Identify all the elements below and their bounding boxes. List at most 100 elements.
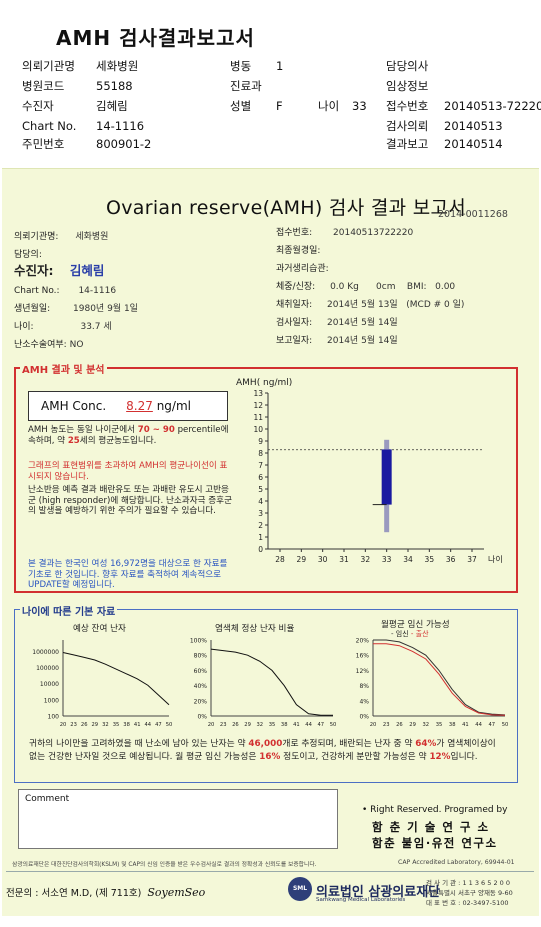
x-tick-label: 35 <box>425 555 435 564</box>
lab-name-english: Samkwang Medical Laboratories <box>316 897 406 903</box>
y-tick-label: 3 <box>258 509 263 518</box>
mini-y-tick-label: 0% <box>197 714 207 721</box>
header-label-1-6: 임상정보 <box>386 79 429 93</box>
amh-data-note: 본 결과는 한국인 여성 16,972명을 대상으로 한 자료를 기초로 한 것… <box>28 559 228 591</box>
normal-egg-ratio-chart: 0% 20% 40% 60% 80% 100% 20 23 26 29 32 35 38 41 44 47 50 <box>190 638 337 729</box>
info-lmp: 최종월경일: <box>276 246 321 256</box>
y-tick-label: 8 <box>258 449 263 458</box>
header-value-2-7: 20140513-72220 <box>444 99 541 113</box>
x-tick-label: 33 <box>382 555 392 564</box>
header-label-2-2: 성별 <box>230 99 252 113</box>
mini-y-tick-label: 10000 <box>40 681 59 688</box>
mini-x-tick-label: 29 <box>244 722 251 728</box>
mini-x-tick-label: 20 <box>208 722 215 728</box>
x-tick-label: 28 <box>275 555 285 564</box>
amh-percentile-text: AMH 농도는 동일 나이군에서 70 ~ 90 percentile에 속하며… <box>28 425 229 446</box>
mini-x-tick-label: 44 <box>475 722 482 728</box>
info-weight-height: 체중/신장: 0.0 Kg 0cm BMI: 0.00 <box>276 282 456 292</box>
lab-address: 서울특별시 서초구 양재동 9-60 <box>426 889 513 897</box>
lab-phone: 대 표 번 호 : 02-3497-5100 <box>426 899 509 907</box>
y-tick-label: 4 <box>258 497 263 506</box>
y-tick-label: 11 <box>253 413 263 422</box>
signature: SoyemSeo <box>147 886 206 899</box>
info-patient: 수진자: 김혜림 <box>14 263 105 278</box>
remaining-eggs-chart: 100 1000 10000 100000 1000000 20 23 26 29 32 35 38 4… <box>32 640 172 728</box>
mini-x-tick-label: 26 <box>81 722 88 728</box>
document-number: 2014-0011268 <box>438 209 508 220</box>
header-label-4-0: 주민번호 <box>22 137 65 151</box>
header-value-2-3: F <box>276 99 283 113</box>
mini-series-line-0 <box>373 639 506 716</box>
comment-label: Comment <box>25 794 70 804</box>
y-axis-label: AMH( ng/ml) <box>236 378 292 388</box>
x-tick-label: 31 <box>339 555 349 564</box>
lab-logo-icon: SML <box>288 877 312 901</box>
pregnancy-chance-chart: 0% 4% 8% 12% 16% 20% 20 23 26 29 32 35 38 41 44 47 50 <box>356 638 509 729</box>
header-label-3-0: Chart No. <box>22 119 77 133</box>
x-tick-label: 29 <box>297 555 307 564</box>
mini-title-normal-ratio: 염색체 정상 난자 비율 <box>215 624 295 634</box>
mini-y-tick-label: 100% <box>190 638 207 645</box>
y-tick-label: 9 <box>258 437 263 446</box>
y-tick-label: 7 <box>258 461 263 470</box>
header-value-0-3: 1 <box>276 59 284 73</box>
header-label-2-4: 나이 <box>318 99 340 113</box>
mini-x-tick-label: 32 <box>422 722 429 728</box>
amh-analysis-box: AMH Conc. 8.27 ng/ml AMH 농도는 동일 나이군에서 70 … <box>14 367 518 593</box>
header-value-4-7: 20140514 <box>444 137 503 151</box>
mini-x-tick-label: 47 <box>488 722 495 728</box>
header-value-3-7: 20140513 <box>444 119 503 133</box>
lab-code: 검 사 기 관 : 1 1 3 6 5 2 0 0 <box>426 879 510 887</box>
x-axis-label: 나이 <box>488 554 503 564</box>
mini-x-tick-label: 35 <box>269 722 276 728</box>
amh-value: 8.27 <box>126 399 153 413</box>
footer-divider <box>6 871 534 872</box>
mini-title-pregnancy: 월평균 임신 가능성 <box>381 620 450 630</box>
mini-x-tick-label: 35 <box>113 722 120 728</box>
header-label-0-0: 의뢰기관명 <box>22 59 75 73</box>
mini-y-tick-label: 40% <box>194 683 208 690</box>
header-label-2-0: 수진자 <box>22 99 54 113</box>
mini-x-tick-label: 38 <box>123 722 130 728</box>
amh-bar-1 <box>384 504 390 533</box>
mini-x-tick-label: 23 <box>70 722 77 728</box>
mini-y-tick-label: 0% <box>359 714 369 721</box>
header-value-2-5: 33 <box>352 99 367 113</box>
accreditation-note: 삼광의료재단은 대한진단검사의학회(KSLM) 및 CAP의 신임 인증을 받은… <box>12 862 317 868</box>
y-tick-label: 5 <box>258 485 263 494</box>
mini-x-tick-label: 26 <box>396 722 403 728</box>
x-tick-label: 36 <box>446 555 456 564</box>
comment-box: Comment <box>18 789 338 849</box>
header-label-0-6: 담당의사 <box>386 59 429 73</box>
mini-x-tick-label: 32 <box>102 722 109 728</box>
header-value-3-1: 14-1116 <box>96 119 145 133</box>
amh-range-note: 그래프의 표현범위를 초과하여 AMH의 평균나이선이 표시되지 않습니다. <box>28 461 228 482</box>
info-birthdate: 생년월일: 1980년 9월 1일 <box>14 304 138 314</box>
y-tick-label: 10 <box>253 425 263 434</box>
mini-x-tick-label: 23 <box>383 722 390 728</box>
header-label-1-2: 진료과 <box>230 79 262 93</box>
legend-birth: 출산 <box>415 630 429 638</box>
y-tick-label: 2 <box>258 521 263 530</box>
x-tick-label: 32 <box>361 555 371 564</box>
mini-series-line-0 <box>62 651 170 706</box>
mini-x-tick-label: 44 <box>144 722 151 728</box>
y-tick-label: 1 <box>258 533 263 542</box>
info-chart-no: Chart No.: 14-1116 <box>14 286 117 296</box>
rights-text: • Right Reserved. Programed by <box>362 805 508 815</box>
mini-x-tick-label: 32 <box>256 722 263 728</box>
x-tick-label: 37 <box>467 555 477 564</box>
info-report-date: 보고일자: 2014년 5월 14일 <box>276 336 398 346</box>
info-test-date: 검사일자: 2014년 5월 14일 <box>276 318 398 328</box>
mini-y-tick-label: 12% <box>356 668 370 675</box>
amh-bar-2 <box>384 439 390 450</box>
header-value-2-1: 김혜림 <box>96 99 128 113</box>
mini-x-tick-label: 29 <box>91 722 98 728</box>
amh-report: Ovarian reserve(AMH) 검사 결과 보고서 2014-0011… <box>2 168 539 916</box>
mini-x-tick-label: 47 <box>317 722 324 728</box>
mini-x-tick-label: 50 <box>330 722 337 728</box>
mini-y-tick-label: 100 <box>48 714 60 721</box>
mini-y-tick-label: 80% <box>194 653 208 660</box>
mini-x-tick-label: 41 <box>134 722 141 728</box>
